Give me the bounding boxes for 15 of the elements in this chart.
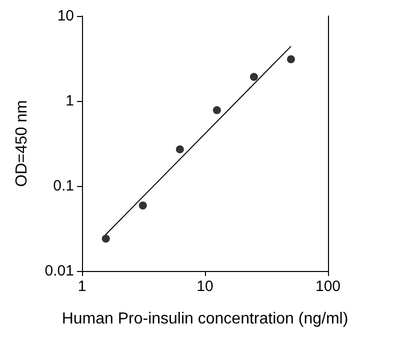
y-axis-title: OD=450 nm [14, 100, 30, 187]
y-tick-label: 1 [66, 92, 74, 110]
x-tick-label: 1 [78, 278, 86, 295]
point [138, 201, 147, 210]
y-tick-label: 10 [57, 8, 74, 24]
point [176, 145, 184, 154]
x-tick-label: 10 [196, 278, 214, 295]
point [250, 72, 258, 81]
point [286, 55, 295, 64]
y-tick-label: 0.1 [53, 178, 74, 194]
point [212, 106, 221, 114]
x-tick-label: 100 [315, 278, 341, 295]
y-tick-label: 0.01 [44, 262, 74, 280]
x-axis-title: Human Pro-insulin concentration (ng/ml) [62, 310, 348, 328]
point [102, 234, 110, 243]
